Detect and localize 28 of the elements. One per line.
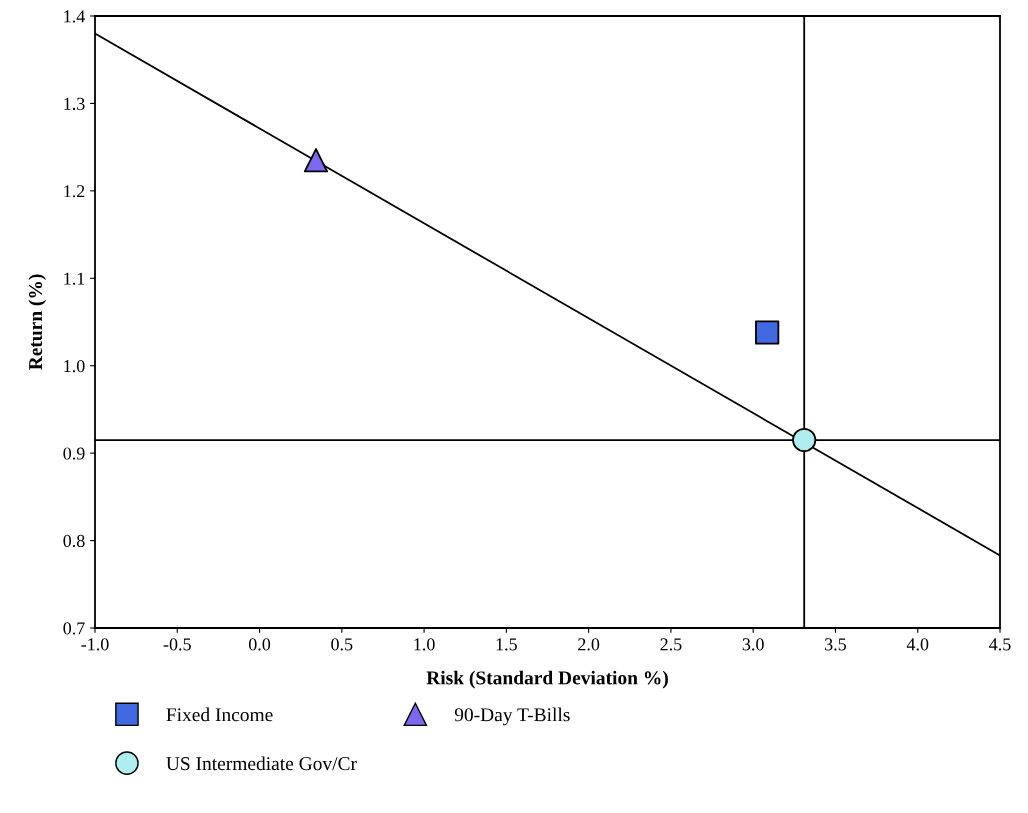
x-axis-title: Risk (Standard Deviation %) <box>426 670 668 689</box>
x-tick-label: 1.0 <box>414 638 435 651</box>
y-axis-title: Return (%) <box>28 274 47 370</box>
y-tick-label: 1.4 <box>64 10 85 23</box>
y-tick-label: 1.0 <box>64 359 85 373</box>
legend-label: Fixed Income <box>166 707 273 722</box>
y-tick-label: 1.1 <box>64 272 85 285</box>
x-tick-label: 2.5 <box>660 638 682 651</box>
y-tick-label: 0.8 <box>63 534 85 548</box>
y-tick-label: 0.7 <box>63 622 85 635</box>
x-tick-label: 0.0 <box>248 638 271 651</box>
point <box>755 320 780 345</box>
y-tick-label: 0.9 <box>63 447 85 460</box>
x-tick-label: 0.5 <box>331 638 353 651</box>
x-tick-label: 1.5 <box>496 638 517 651</box>
x-tick-label: -0.5 <box>163 638 191 651</box>
x-tick-label: 2.0 <box>578 638 600 651</box>
legend-label: US Intermediate Gov/Cr <box>166 756 357 771</box>
legend-label: 90-Day T-Bills <box>454 707 570 726</box>
point <box>303 148 329 173</box>
x-tick-label: -1.0 <box>81 638 109 651</box>
y-tick-label: 1.3 <box>64 97 85 110</box>
x-tick-label: 3.5 <box>825 638 847 651</box>
x-tick-label: 3.0 <box>742 638 764 651</box>
x-tick-label: 4.0 <box>906 638 929 651</box>
point <box>792 427 817 453</box>
y-tick-label: 1.2 <box>64 185 85 198</box>
x-tick-label: 4.5 <box>989 638 1011 651</box>
